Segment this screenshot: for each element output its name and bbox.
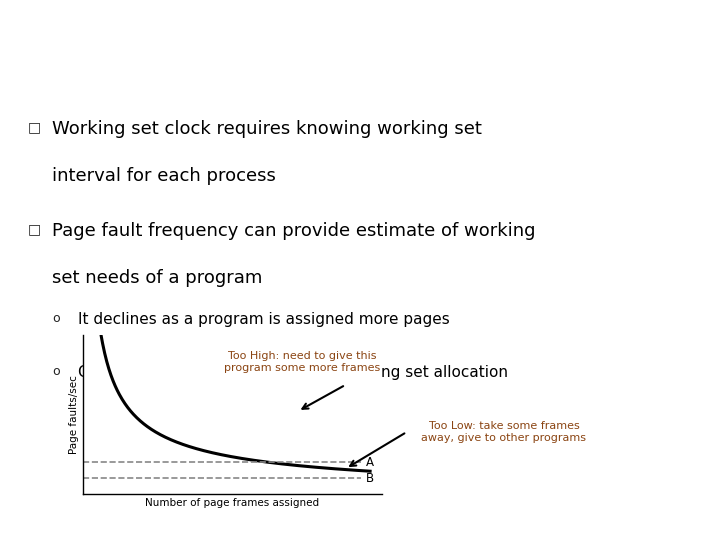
Text: Too Low: take some frames
away, give to other programs: Too Low: take some frames away, give to … (421, 421, 587, 443)
Text: o: o (52, 365, 60, 378)
Text: B: B (366, 471, 374, 485)
Text: interval for each process: interval for each process (52, 167, 276, 185)
Text: Too High: need to give this
program some more frames: Too High: need to give this program some… (224, 351, 381, 373)
Text: □: □ (27, 120, 40, 134)
Text: Page fault frequency can provide estimate of working: Page fault frequency can provide estimat… (52, 222, 536, 240)
Text: □: □ (27, 222, 40, 237)
Text: Page Fault Frequency: Page Fault Frequency (20, 29, 341, 55)
Text: o: o (52, 312, 60, 325)
Text: It declines as a program is assigned more pages: It declines as a program is assigned mor… (78, 312, 449, 327)
Text: 21: 21 (675, 513, 700, 531)
X-axis label: Number of page frames assigned: Number of page frames assigned (145, 498, 319, 508)
Text: A: A (366, 456, 374, 469)
Text: Working set clock requires knowing working set: Working set clock requires knowing worki… (52, 120, 482, 138)
Text: set needs of a program: set needs of a program (52, 269, 262, 287)
Y-axis label: Page faults/sec: Page faults/sec (68, 375, 78, 454)
Text: Can be used to ensure fairness in working set allocation: Can be used to ensure fairness in workin… (78, 365, 508, 380)
